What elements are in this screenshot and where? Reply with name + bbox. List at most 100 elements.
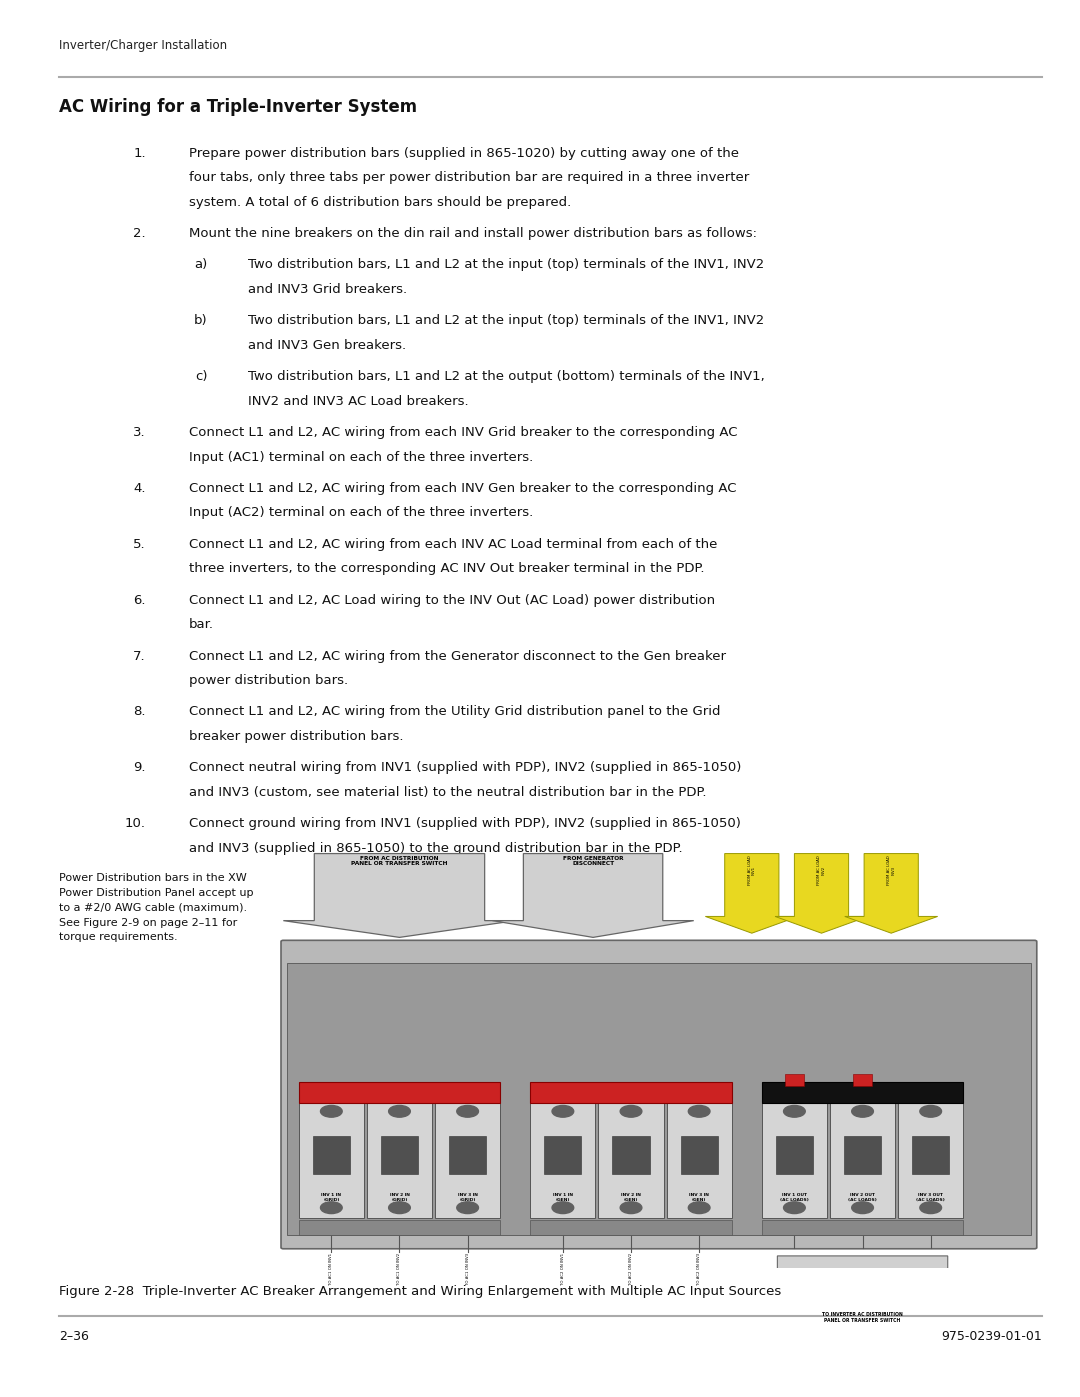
Bar <box>313 1136 350 1173</box>
Text: Connect L1 and L2, AC wiring from the Generator disconnect to the Gen breaker: Connect L1 and L2, AC wiring from the Ge… <box>189 650 726 662</box>
Text: TO AC1 ON INV2: TO AC1 ON INV2 <box>397 1253 402 1285</box>
Text: FROM AC DISTRIBUTION
PANEL OR TRANSFER SWITCH: FROM AC DISTRIBUTION PANEL OR TRANSFER S… <box>351 855 448 866</box>
Text: Input (AC1) terminal on each of the three inverters.: Input (AC1) terminal on each of the thre… <box>189 450 534 464</box>
Text: FROM AC LOAD
INV1: FROM AC LOAD INV1 <box>747 855 756 886</box>
Circle shape <box>457 1105 478 1118</box>
Text: INV 3 IN
(GEN): INV 3 IN (GEN) <box>689 1193 710 1201</box>
Circle shape <box>321 1201 342 1214</box>
Text: Connect ground wiring from INV1 (supplied with PDP), INV2 (supplied in 865-1050): Connect ground wiring from INV1 (supplie… <box>189 817 741 830</box>
Bar <box>449 1136 486 1173</box>
Bar <box>435 1101 500 1218</box>
Circle shape <box>920 1201 942 1214</box>
Text: 2.: 2. <box>133 228 146 240</box>
Bar <box>899 1101 963 1218</box>
Text: a): a) <box>194 258 207 271</box>
Text: three inverters, to the corresponding AC INV Out breaker terminal in the PDP.: three inverters, to the corresponding AC… <box>189 563 704 576</box>
Text: Prepare power distribution bars (supplied in 865-1020) by cutting away one of th: Prepare power distribution bars (supplie… <box>189 147 739 159</box>
Polygon shape <box>754 1256 971 1310</box>
Bar <box>612 1136 649 1173</box>
Circle shape <box>552 1105 573 1118</box>
Text: system. A total of 6 distribution bars should be prepared.: system. A total of 6 distribution bars s… <box>189 196 571 208</box>
Text: and INV3 Gen breakers.: and INV3 Gen breakers. <box>248 338 406 352</box>
Bar <box>299 1221 500 1235</box>
Circle shape <box>852 1105 874 1118</box>
Circle shape <box>321 1105 342 1118</box>
Text: 2–36: 2–36 <box>59 1330 90 1343</box>
Text: Connect L1 and L2, AC wiring from each INV Grid breaker to the corresponding AC: Connect L1 and L2, AC wiring from each I… <box>189 426 738 439</box>
Text: 975-0239-01-01: 975-0239-01-01 <box>942 1330 1042 1343</box>
Bar <box>831 1101 895 1218</box>
Text: Two distribution bars, L1 and L2 at the output (bottom) terminals of the INV1,: Two distribution bars, L1 and L2 at the … <box>248 370 765 383</box>
Circle shape <box>784 1201 806 1214</box>
Text: 4.: 4. <box>133 482 146 495</box>
Text: TO AC2 ON INV1: TO AC2 ON INV1 <box>561 1253 565 1285</box>
Bar <box>544 1136 581 1173</box>
Text: FROM AC LOAD
INV2: FROM AC LOAD INV2 <box>818 855 826 886</box>
Text: TO AC2 ON INV3: TO AC2 ON INV3 <box>698 1253 701 1285</box>
Text: INV 1 OUT
(AC LOADS): INV 1 OUT (AC LOADS) <box>780 1193 809 1201</box>
Bar <box>853 1073 872 1087</box>
Circle shape <box>457 1201 478 1214</box>
Text: INV 2 IN
(GEN): INV 2 IN (GEN) <box>621 1193 640 1201</box>
Text: 3.: 3. <box>133 426 146 439</box>
Text: Connect L1 and L2, AC wiring from each INV AC Load terminal from each of the: Connect L1 and L2, AC wiring from each I… <box>189 538 717 550</box>
Bar <box>785 1073 804 1087</box>
Bar <box>913 1136 949 1173</box>
Text: Power Distribution bars in the XW
Power Distribution Panel accept up
to a #2/0 A: Power Distribution bars in the XW Power … <box>59 873 254 943</box>
Text: breaker power distribution bars.: breaker power distribution bars. <box>189 731 404 743</box>
Text: AC Wiring for a Triple-Inverter System: AC Wiring for a Triple-Inverter System <box>59 98 418 116</box>
Text: and INV3 Grid breakers.: and INV3 Grid breakers. <box>248 282 407 296</box>
Text: FROM AC LOAD
INV3: FROM AC LOAD INV3 <box>887 855 895 886</box>
Circle shape <box>620 1201 642 1214</box>
Text: Connect L1 and L2, AC Load wiring to the INV Out (AC Load) power distribution: Connect L1 and L2, AC Load wiring to the… <box>189 594 715 606</box>
Text: Two distribution bars, L1 and L2 at the input (top) terminals of the INV1, INV2: Two distribution bars, L1 and L2 at the … <box>248 314 765 327</box>
Bar <box>381 1136 418 1173</box>
Text: Mount the nine breakers on the din rail and install power distribution bars as f: Mount the nine breakers on the din rail … <box>189 228 757 240</box>
Bar <box>287 963 1030 1235</box>
Circle shape <box>688 1201 710 1214</box>
Text: and INV3 (supplied in 865-1050) to the ground distribution bar in the PDP.: and INV3 (supplied in 865-1050) to the g… <box>189 842 683 855</box>
Polygon shape <box>705 854 798 933</box>
Text: Figure 2-28  Triple-Inverter AC Breaker Arrangement and Wiring Enlargement with : Figure 2-28 Triple-Inverter AC Breaker A… <box>59 1285 782 1298</box>
Bar <box>761 1101 827 1218</box>
Circle shape <box>688 1105 710 1118</box>
Text: FROM GENERATOR
DISCONNECT: FROM GENERATOR DISCONNECT <box>563 855 623 866</box>
Text: INV 1 IN
(GRID): INV 1 IN (GRID) <box>322 1193 341 1201</box>
Text: 6.: 6. <box>133 594 146 606</box>
Text: 8.: 8. <box>133 705 146 718</box>
Text: bar.: bar. <box>189 619 214 631</box>
Text: Input (AC2) terminal on each of the three inverters.: Input (AC2) terminal on each of the thre… <box>189 507 534 520</box>
Text: INV 1 IN
(GEN): INV 1 IN (GEN) <box>553 1193 572 1201</box>
Text: TO AC2 ON INV2: TO AC2 ON INV2 <box>629 1253 633 1285</box>
Text: INV 2 OUT
(AC LOADS): INV 2 OUT (AC LOADS) <box>848 1193 877 1201</box>
Text: 5.: 5. <box>133 538 146 550</box>
Circle shape <box>620 1105 642 1118</box>
Text: four tabs, only three tabs per power distribution bar are required in a three in: four tabs, only three tabs per power dis… <box>189 170 750 184</box>
Text: Inverter/Charger Installation: Inverter/Charger Installation <box>59 39 228 52</box>
Text: Connect neutral wiring from INV1 (supplied with PDP), INV2 (supplied in 865-1050: Connect neutral wiring from INV1 (suppli… <box>189 761 741 774</box>
Text: Connect L1 and L2, AC wiring from the Utility Grid distribution panel to the Gri: Connect L1 and L2, AC wiring from the Ut… <box>189 705 720 718</box>
Circle shape <box>552 1201 573 1214</box>
Circle shape <box>852 1201 874 1214</box>
Text: 1.: 1. <box>133 147 146 159</box>
Bar <box>761 1221 963 1235</box>
Circle shape <box>920 1105 942 1118</box>
Text: TO AC1 ON INV3: TO AC1 ON INV3 <box>465 1253 470 1285</box>
Text: INV 2 IN
(GRID): INV 2 IN (GRID) <box>390 1193 409 1201</box>
Bar <box>367 1101 432 1218</box>
FancyBboxPatch shape <box>281 940 1037 1249</box>
Text: TO INVERTER AC DISTRIBUTION
PANEL OR TRANSFER SWITCH: TO INVERTER AC DISTRIBUTION PANEL OR TRA… <box>822 1313 903 1323</box>
Text: Connect L1 and L2, AC wiring from each INV Gen breaker to the corresponding AC: Connect L1 and L2, AC wiring from each I… <box>189 482 737 495</box>
Bar <box>299 1101 364 1218</box>
Circle shape <box>389 1201 410 1214</box>
Text: INV 3 IN
(GRID): INV 3 IN (GRID) <box>458 1193 477 1201</box>
Bar <box>530 1101 595 1218</box>
Bar <box>530 1081 731 1104</box>
Bar <box>775 1136 813 1173</box>
Text: and INV3 (custom, see material list) to the neutral distribution bar in the PDP.: and INV3 (custom, see material list) to … <box>189 787 706 799</box>
Bar <box>843 1136 881 1173</box>
Polygon shape <box>492 854 693 937</box>
Bar <box>666 1101 731 1218</box>
Polygon shape <box>283 854 515 937</box>
Bar <box>598 1101 663 1218</box>
